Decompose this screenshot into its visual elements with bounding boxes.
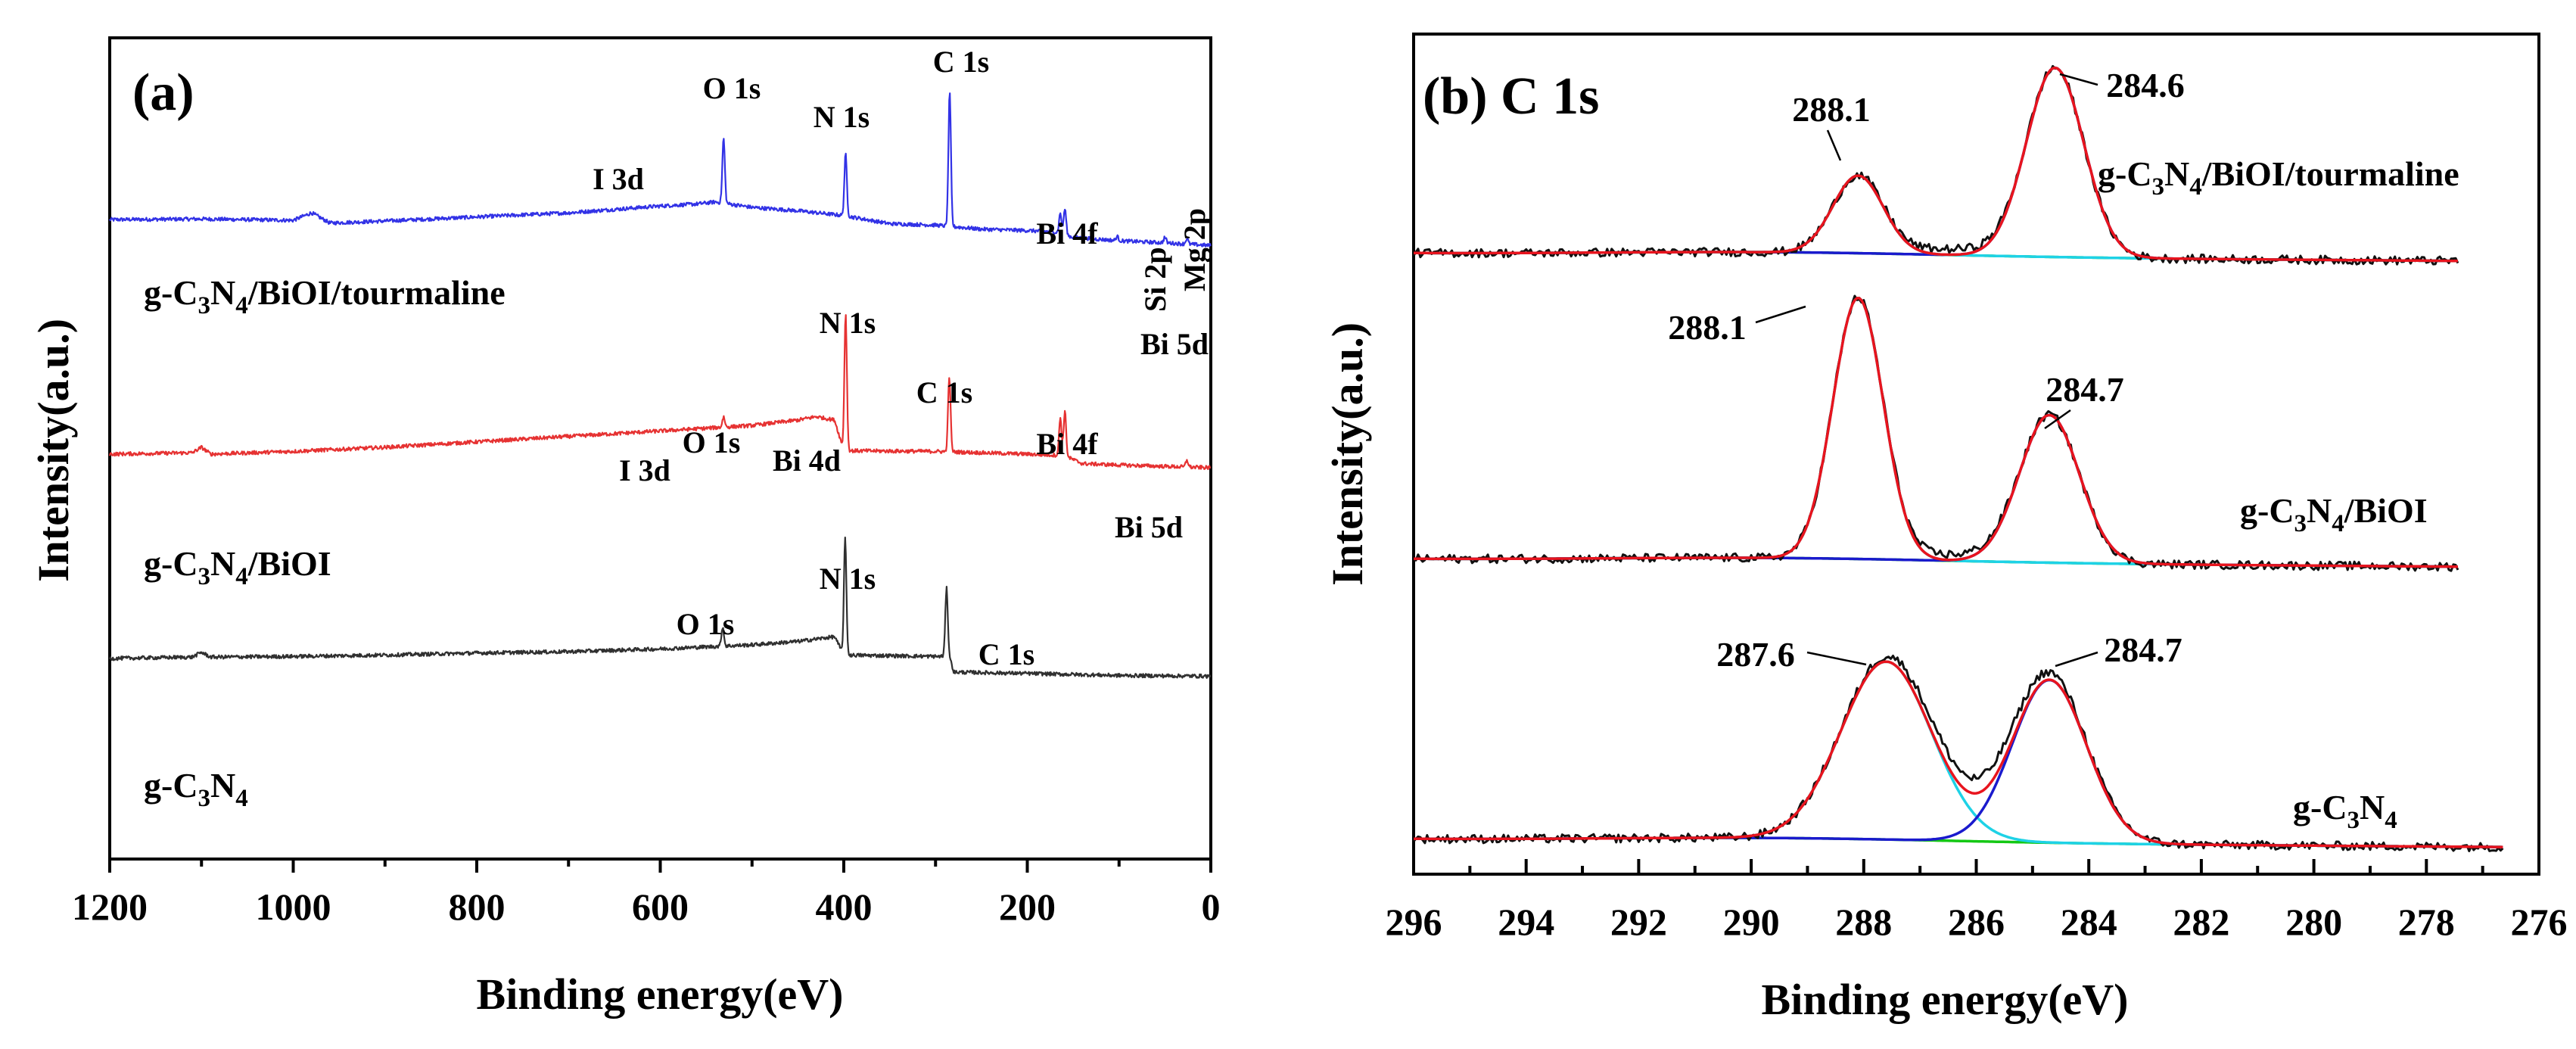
- x-tick-label: 0: [1202, 886, 1221, 928]
- annotation-label: Bi 5d: [1140, 327, 1209, 361]
- x-tick-label: 600: [632, 886, 689, 928]
- peak-arrow: [2044, 409, 2071, 430]
- peak-position-label: 284.7: [2046, 370, 2124, 409]
- annotation-label: O 1s: [677, 607, 735, 641]
- panel-a-ticks: 1200 1000 800 600 400 200 0: [72, 859, 1221, 928]
- x-tick-label: 276: [2511, 901, 2568, 943]
- panel-b-ticks: 296 294 292 290 288 286 284 282 280 278 276: [1386, 859, 2568, 943]
- envelope-line: [1414, 660, 2503, 848]
- x-tick-label: 292: [1610, 901, 1667, 943]
- peak-arrow: [2059, 73, 2098, 86]
- panel-a-title: (a): [132, 64, 194, 122]
- x-tick-label: 296: [1386, 901, 1442, 943]
- peak-arrow: [1755, 305, 1806, 324]
- series-label: g-C3N4/BiOI: [2240, 491, 2428, 537]
- series-label: g-C3N4: [144, 766, 248, 812]
- annotation-label: Bi 5d: [1115, 510, 1183, 544]
- peak-position-label: 288.1: [1668, 308, 1747, 347]
- peak-position-label: 288.1: [1792, 90, 1871, 129]
- x-tick-label: 286: [1948, 901, 2005, 943]
- x-tick-label: 284: [2061, 901, 2117, 943]
- x-tick-label: 288: [1835, 901, 1892, 943]
- component-peak-line: [1414, 413, 2458, 568]
- annotation-label: N 1s: [814, 100, 870, 134]
- series-label: g-C3N4/BiOI/tourmaline: [2098, 154, 2459, 201]
- annotation-label: Bi 4f: [1036, 216, 1098, 251]
- panel-b: 296 294 292 290 288 286 284 282 280 278 276 (b) C …: [1323, 33, 2568, 1024]
- annotation-label: N 1s: [820, 562, 876, 596]
- annotation-label: Mg 2p: [1178, 208, 1212, 291]
- x-tick-label: 800: [449, 886, 506, 928]
- x-tick-label: 1000: [256, 886, 331, 928]
- annotation-label: O 1s: [703, 71, 761, 105]
- panel-a-y-axis-label: Intensity(a.u.): [29, 319, 78, 582]
- peak-position-label: 284.7: [2104, 630, 2182, 669]
- annotation-label: Bi 4f: [1036, 427, 1098, 461]
- series-label: g-C3N4: [2293, 788, 2397, 834]
- x-tick-label: 200: [999, 886, 1056, 928]
- envelope-line: [1414, 297, 2458, 568]
- series-line: [108, 314, 1212, 471]
- x-tick-label: 280: [2285, 901, 2342, 943]
- annotation-label: Bi 4d: [773, 444, 841, 478]
- peak-arrow: [2055, 651, 2098, 668]
- panel-b-curves: [1412, 64, 2504, 852]
- annotation-label: C 1s: [978, 637, 1034, 671]
- panel-a: 1200 1000 800 600 400 200 0 (a) Intensity(a.u.…: [29, 36, 1221, 1019]
- annotation-label: O 1s: [683, 425, 741, 459]
- annotation-label: C 1s: [916, 375, 972, 409]
- annotation-label: C 1s: [933, 45, 989, 79]
- panel-a-x-axis-label: Binding energy(eV): [477, 970, 844, 1019]
- peak-arrow: [1826, 129, 1842, 161]
- annotation-label: I 3d: [593, 162, 644, 196]
- panel-b-title: (b) C 1s: [1423, 67, 1599, 126]
- panel-a-curves: [108, 92, 1212, 679]
- x-tick-label: 1200: [72, 886, 148, 928]
- series-label: g-C3N4/BiOI: [144, 544, 331, 590]
- envelope-line: [1414, 66, 2458, 263]
- peak-position-label: 287.6: [1716, 635, 1795, 674]
- x-tick-label: 294: [1498, 901, 1554, 943]
- series-label: g-C3N4/BiOI/tourmaline: [144, 273, 506, 319]
- panel-b-x-axis-label: Binding energy(eV): [1762, 975, 2129, 1024]
- annotation-label: I 3d: [619, 453, 670, 487]
- peak-arrow: [1806, 651, 1867, 666]
- x-tick-label: 400: [816, 886, 873, 928]
- panel-b-y-axis-label: Intensity(a.u.): [1323, 322, 1372, 586]
- peak-position-label: 284.6: [2106, 66, 2185, 104]
- annotation-label: N 1s: [820, 306, 876, 340]
- x-tick-label: 282: [2173, 901, 2229, 943]
- x-tick-label: 278: [2398, 901, 2455, 943]
- series-line: [108, 92, 1212, 247]
- x-tick-label: 290: [1723, 901, 1780, 943]
- series-line: [108, 537, 1212, 679]
- annotation-label: Si 2p: [1138, 247, 1172, 312]
